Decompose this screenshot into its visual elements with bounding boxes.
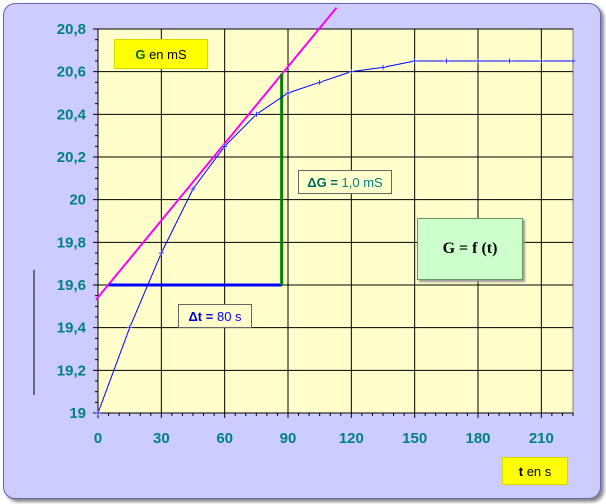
annotation-lines [95, 7, 338, 301]
x-tick-label: 60 [216, 430, 233, 447]
data-point [570, 58, 576, 64]
y-tick-label: 20,4 [57, 106, 87, 123]
data-point [95, 410, 101, 416]
y-tick-labels: 19 19,2 19,4 19,6 19,8 20 20,2 20,4 20,6 20,8 [57, 21, 87, 422]
function-label: G = f (t) [417, 218, 523, 280]
delta-g-label: ΔG = 1,0 mS [298, 170, 392, 194]
tangent-line [95, 7, 338, 301]
y-tick-label: 19,6 [57, 277, 86, 294]
data-point [253, 111, 259, 117]
data-point [507, 58, 513, 64]
x-tick-labels: 0 30 60 90 120 150 180 210 [94, 430, 554, 447]
series-line [97, 60, 573, 414]
series-conductance [95, 58, 576, 416]
y-tick-label: 20,2 [57, 149, 86, 166]
x-tick-label: 120 [339, 430, 364, 447]
x-axis-label: t en s [502, 457, 568, 485]
delta-t-label: Δt = 80 s [178, 304, 252, 328]
data-point [285, 90, 291, 96]
axes [93, 28, 574, 418]
y-axis-label: G en mS [114, 39, 208, 69]
grid [98, 28, 573, 413]
data-point [127, 325, 133, 331]
x-tick-label: 30 [153, 430, 170, 447]
data-point [380, 64, 386, 70]
y-tick-label: 20 [69, 192, 86, 209]
x-tick-label: 150 [402, 430, 427, 447]
x-tick-label: 0 [94, 430, 102, 447]
y-tick-label: 19,2 [57, 362, 86, 379]
data-point [158, 250, 164, 256]
y-tick-label: 19,4 [57, 320, 87, 337]
y-tick-label: 20,6 [57, 64, 86, 81]
data-point [190, 186, 196, 192]
data-point [222, 143, 228, 149]
data-point [348, 69, 354, 75]
data-point [475, 58, 481, 64]
y-tick-label: 20,8 [57, 21, 86, 38]
y-tick-label: 19,8 [57, 234, 86, 251]
data-point [317, 79, 323, 85]
data-point [443, 58, 449, 64]
x-tick-label: 180 [465, 430, 490, 447]
y-tick-label: 19 [69, 405, 86, 422]
data-point [412, 58, 418, 64]
data-point [538, 58, 544, 64]
x-tick-label: 210 [529, 430, 554, 447]
x-tick-label: 90 [280, 430, 297, 447]
